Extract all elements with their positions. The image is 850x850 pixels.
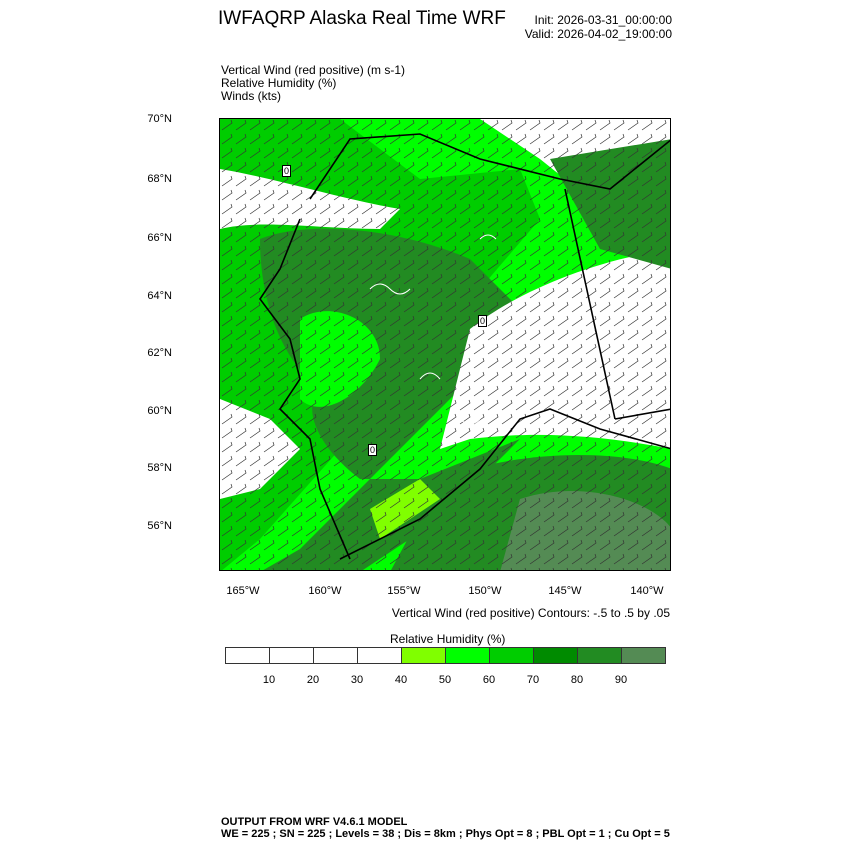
lat-label: 58°N: [147, 462, 172, 474]
colorbar-swatch: [314, 648, 358, 663]
colorbar-label: 10: [262, 674, 276, 686]
vertical-wind-contour-note: Vertical Wind (red positive) Contours: -…: [391, 606, 670, 620]
colorbar-swatch: [446, 648, 490, 663]
footer-model: OUTPUT FROM WRF V4.6.1 MODEL: [221, 816, 408, 828]
lat-label: 64°N: [147, 290, 172, 302]
colorbar-label: 30: [350, 674, 364, 686]
map-panel: 0 0 0: [219, 118, 671, 571]
colorbar-label: 50: [438, 674, 452, 686]
colorbar-label: 80: [570, 674, 584, 686]
lat-label: 62°N: [147, 347, 172, 359]
lon-label: 145°W: [548, 585, 582, 597]
rh-field: [220, 119, 670, 570]
colorbar-swatch: [226, 648, 270, 663]
colorbar-swatch: [534, 648, 578, 663]
lon-label: 155°W: [387, 585, 421, 597]
contour-label: 0: [368, 444, 378, 456]
lat-label: 56°N: [147, 520, 172, 532]
field-label-rh: Relative Humidity (%): [221, 76, 337, 90]
plot-title: IWFAQRP Alaska Real Time WRF: [218, 8, 506, 29]
colorbar-swatch: [490, 648, 534, 663]
footer-config: WE = 225 ; SN = 225 ; Levels = 38 ; Dis …: [221, 828, 670, 840]
colorbar-swatch: [358, 648, 402, 663]
colorbar-label: 70: [526, 674, 540, 686]
vertical-wind-contours: [369, 234, 497, 425]
field-label-winds: Winds (kts): [221, 89, 281, 103]
colorbar-swatch: [578, 648, 622, 663]
colorbar-label: 60: [482, 674, 496, 686]
lat-label: 70°N: [147, 113, 172, 125]
lat-label: 60°N: [147, 405, 172, 417]
lon-label: 160°W: [308, 585, 342, 597]
valid-time: Valid: 2026-04-02_19:00:00: [524, 27, 672, 41]
init-time: Init: 2026-03-31_00:00:00: [534, 13, 672, 27]
colorbar-swatch: [622, 648, 665, 663]
contour-label: 0: [478, 315, 488, 327]
lon-label: 165°W: [226, 585, 260, 597]
colorbar-label: 40: [394, 674, 408, 686]
lat-label: 68°N: [147, 173, 172, 185]
colorbar-title: Relative Humidity (%): [390, 632, 506, 646]
wind-barbs: [220, 119, 670, 570]
colorbar: [225, 647, 666, 664]
colorbar-label: 20: [306, 674, 320, 686]
colorbar-swatch: [402, 648, 446, 663]
lon-label: 140°W: [630, 585, 664, 597]
contour-label: 0: [282, 165, 292, 177]
colorbar-swatch: [270, 648, 314, 663]
lat-label: 66°N: [147, 232, 172, 244]
coastlines: [259, 133, 670, 560]
lon-label: 150°W: [468, 585, 502, 597]
colorbar-label: 90: [614, 674, 628, 686]
field-label-vertical-wind: Vertical Wind (red positive) (m s-1): [221, 63, 406, 77]
